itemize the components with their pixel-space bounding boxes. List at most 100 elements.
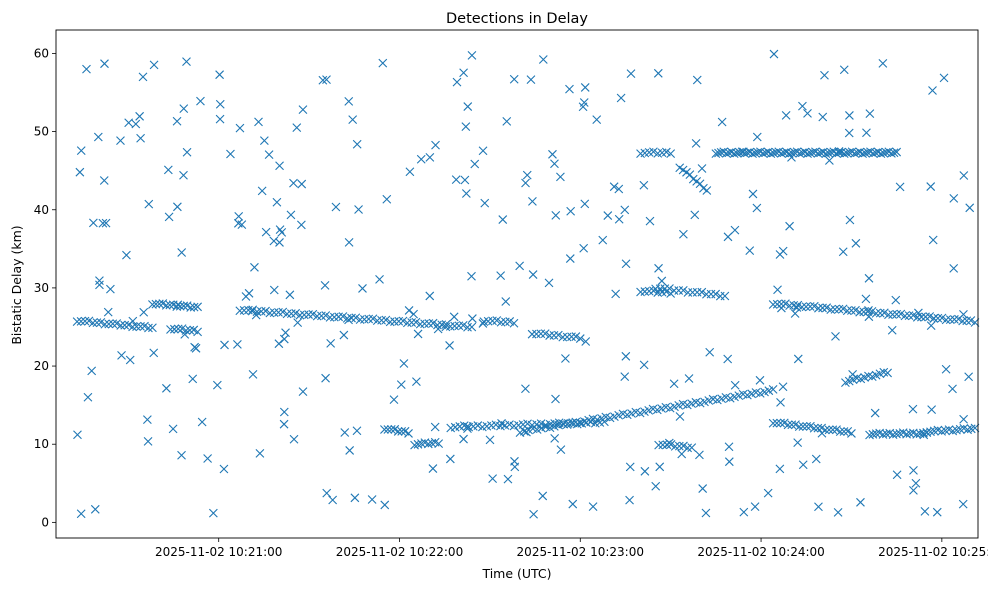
data-point-marker (162, 383, 171, 393)
data-point-marker (748, 189, 758, 199)
data-point-marker (80, 316, 90, 326)
data-point-marker (598, 235, 608, 245)
data-point-marker (427, 438, 437, 448)
data-point-marker (139, 307, 149, 317)
data-point-marker (926, 321, 936, 331)
data-point-marker (425, 152, 435, 162)
data-point-marker (467, 314, 477, 323)
data-point-marker (565, 84, 574, 94)
data-point-marker (756, 147, 765, 157)
data-point-marker (420, 319, 429, 329)
data-point-marker (338, 312, 348, 321)
data-point-marker (297, 179, 307, 189)
data-point-marker (144, 199, 154, 209)
data-point-marker (100, 319, 110, 329)
data-point-marker (339, 330, 349, 340)
data-point-marker (234, 212, 244, 221)
data-point-marker (834, 146, 844, 156)
data-point-marker (777, 303, 786, 313)
data-point-marker (645, 216, 655, 226)
data-point-marker (458, 321, 468, 330)
data-point-marker (818, 303, 827, 313)
x-axis-ticks: 2025-11-02 10:21:00 2025-11-02 10:22:00 20… (155, 538, 988, 559)
data-point-marker (452, 77, 462, 87)
y-axis-title: Bistatic Delay (km) (9, 225, 24, 344)
data-point-marker (695, 179, 705, 189)
data-point-marker (328, 495, 338, 505)
plot-area-frame (55, 29, 979, 539)
data-point-marker (895, 182, 905, 192)
data-point-marker (714, 148, 723, 158)
data-point-marker (521, 384, 530, 394)
data-point-marker (360, 314, 369, 324)
data-point-marker (144, 323, 153, 333)
data-point-marker (138, 72, 148, 82)
data-point-marker (364, 314, 374, 324)
data-point-marker (149, 60, 159, 70)
data-point-marker (785, 221, 794, 231)
data-point-marker (441, 322, 451, 332)
y-tick-label: 20 (34, 359, 49, 373)
data-point-marker (891, 295, 901, 305)
data-point-marker (461, 122, 471, 131)
data-point-marker (805, 302, 815, 311)
data-point-marker (833, 507, 843, 517)
data-point-marker (790, 309, 800, 318)
data-point-marker (117, 351, 126, 360)
data-point-marker (775, 464, 785, 474)
data-point-marker (678, 286, 688, 295)
data-point-marker (235, 123, 245, 133)
data-point-marker (839, 65, 849, 75)
data-point-marker (778, 382, 788, 392)
data-point-marker (522, 170, 532, 180)
data-point-marker (498, 215, 508, 224)
data-point-marker (529, 509, 538, 519)
data-point-marker (856, 497, 865, 507)
data-point-marker (737, 147, 747, 157)
data-point-marker (724, 148, 734, 158)
data-point-marker (842, 148, 852, 158)
data-point-marker (862, 128, 871, 138)
data-point-marker (655, 462, 665, 472)
data-point-marker (826, 305, 836, 315)
data-point-marker (837, 147, 847, 157)
data-point-marker (706, 289, 716, 299)
data-point-marker (839, 427, 849, 436)
data-point-marker (908, 404, 918, 414)
data-point-marker (614, 214, 624, 224)
data-point-marker (687, 443, 697, 453)
data-point-marker (675, 412, 685, 421)
data-point-marker (850, 148, 860, 158)
data-point-marker (616, 93, 626, 103)
data-point-marker (375, 274, 384, 284)
data-point-marker (449, 312, 459, 322)
data-point-marker (304, 310, 313, 319)
data-point-marker (835, 427, 845, 437)
data-point-marker (197, 417, 207, 427)
data-point-marker (654, 440, 664, 450)
data-point-marker (813, 148, 823, 158)
data-point-marker (677, 449, 687, 459)
data-point-marker (99, 176, 109, 185)
data-point-marker (215, 99, 225, 109)
data-point-marker (702, 186, 712, 195)
data-point-marker (326, 338, 336, 348)
data-point-marker (423, 439, 433, 449)
data-point-marker (863, 148, 873, 157)
data-point-marker (816, 148, 826, 158)
data-point-marker (914, 308, 923, 318)
data-point-marker (87, 366, 97, 376)
data-point-marker (919, 430, 929, 440)
data-point-marker (503, 474, 513, 484)
data-point-marker (208, 508, 218, 518)
data-point-marker (685, 170, 695, 180)
data-point-marker (790, 148, 799, 157)
data-point-marker (657, 276, 667, 286)
data-point-marker (459, 68, 468, 78)
data-point-marker (766, 149, 776, 159)
y-tick-label: 40 (34, 203, 49, 217)
data-point-marker (581, 337, 591, 346)
data-point-marker (389, 395, 399, 404)
data-point-marker (711, 289, 721, 299)
data-point-marker (196, 96, 205, 106)
